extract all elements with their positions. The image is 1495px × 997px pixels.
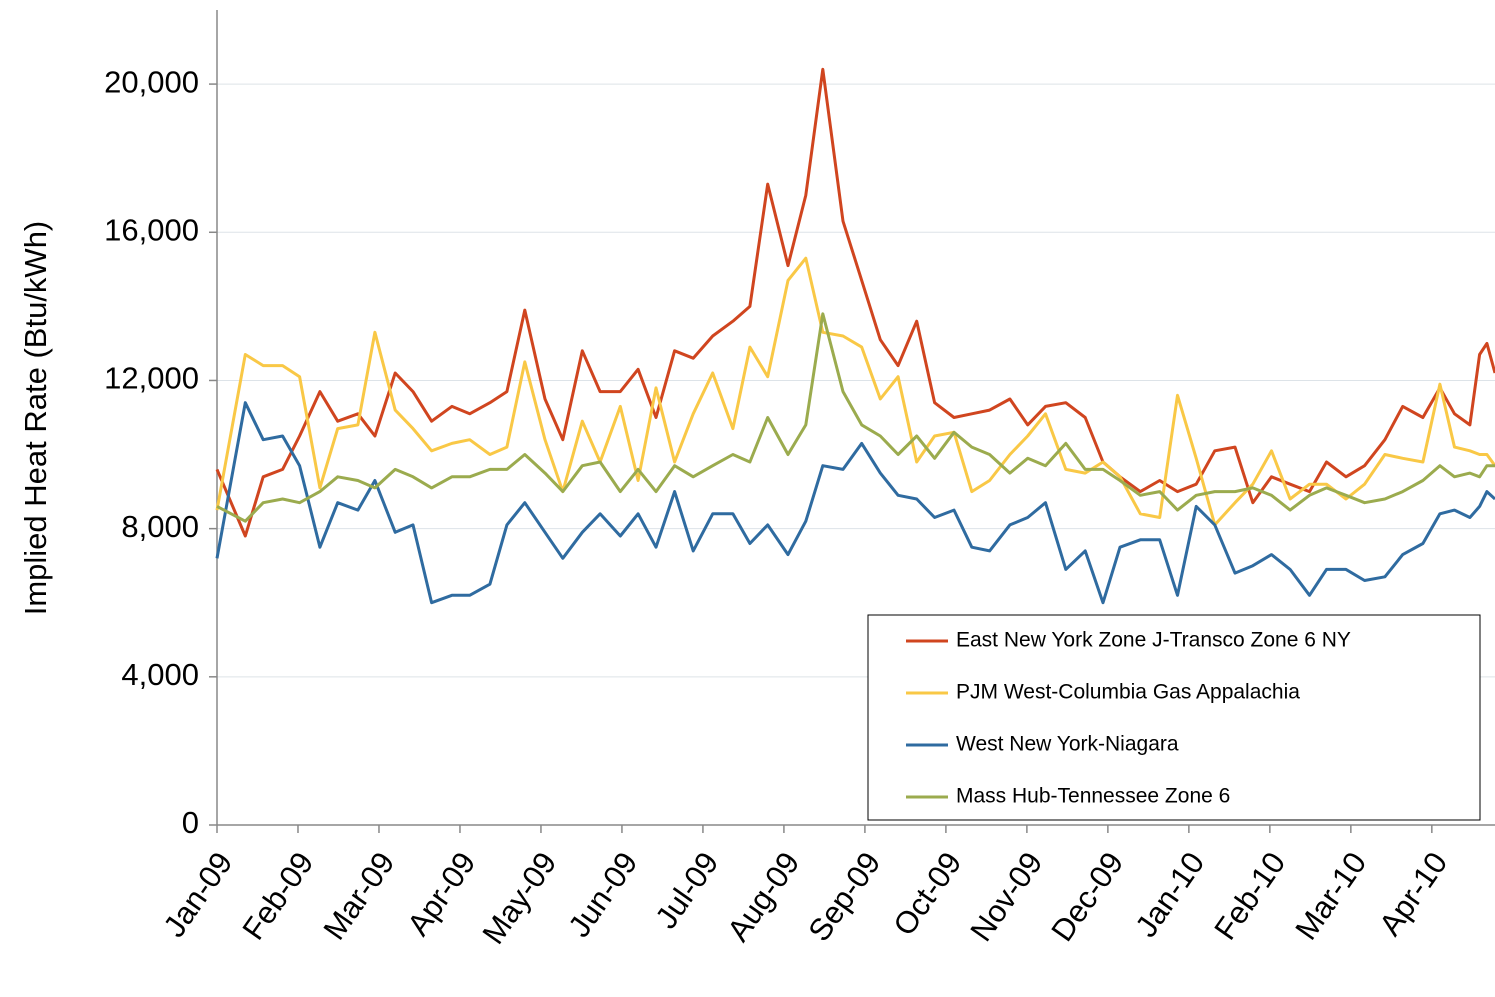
x-tick-label: Jan-09	[156, 846, 239, 944]
x-tick-label: Nov-09	[963, 846, 1049, 948]
x-tick-label: Oct-09	[886, 846, 968, 942]
y-tick-label: 20,000	[104, 64, 199, 99]
x-tick-label: Apr-10	[1372, 846, 1454, 942]
legend-label: West New York-Niagara	[956, 733, 1179, 756]
series-line	[215, 67, 1495, 538]
y-tick-label: 4,000	[121, 657, 199, 692]
series-line	[215, 256, 1495, 527]
x-tick-label: Jun-09	[561, 846, 644, 944]
y-tick-label: 16,000	[104, 212, 199, 247]
x-tick-label: Feb-10	[1207, 846, 1292, 947]
legend-label: Mass Hub-Tennessee Zone 6	[956, 785, 1230, 808]
x-tick-label: Mar-10	[1288, 846, 1373, 947]
x-tick-label: Apr-09	[400, 846, 482, 942]
x-tick-label: Dec-09	[1044, 846, 1130, 948]
y-tick-label: 0	[182, 805, 199, 840]
y-axis-title: Implied Heat Rate (Btu/kWh)	[18, 221, 53, 616]
x-tick-label: Mar-09	[316, 846, 401, 947]
series-line	[216, 312, 1495, 523]
x-tick-label: Jan-10	[1128, 846, 1211, 944]
y-tick-label: 12,000	[104, 361, 199, 396]
x-tick-label: Aug-09	[720, 846, 806, 948]
legend-label: PJM West-Columbia Gas Appalachia	[956, 681, 1300, 704]
x-tick-label: Jul-09	[648, 846, 725, 935]
y-tick-label: 8,000	[121, 509, 199, 544]
x-tick-label: Sep-09	[801, 846, 887, 948]
series-line	[215, 401, 1495, 605]
legend-label: East New York Zone J-Transco Zone 6 NY	[956, 629, 1351, 652]
x-tick-label: May-09	[475, 846, 563, 951]
x-tick-label: Feb-09	[235, 846, 320, 947]
legend-box	[867, 614, 1481, 821]
